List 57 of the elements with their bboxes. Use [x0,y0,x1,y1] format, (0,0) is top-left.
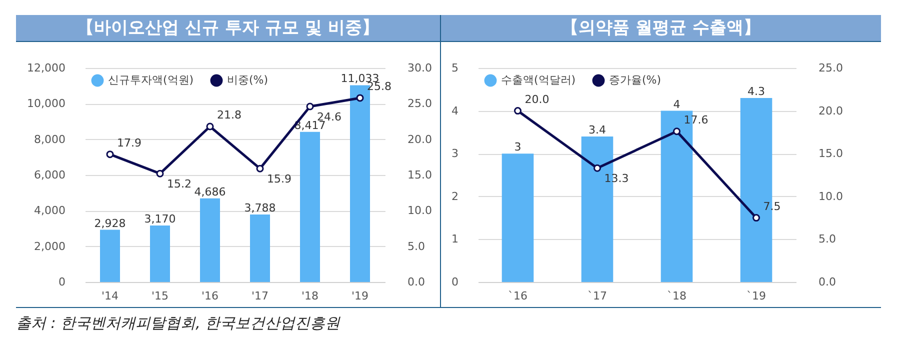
y-tick-label: 3 [452,147,458,160]
y2-tick-label: 30.0 [408,62,432,74]
data-label: 20.0 [524,92,550,106]
data-label: 15.9 [267,172,292,186]
x-tick-label: `16 [508,290,528,302]
y-tick-label: 10,000 [27,97,66,110]
y-tick-label: 8,000 [34,132,66,146]
x-tick-label: '16 [201,290,219,302]
legend-label: 증가율(%) [609,74,662,87]
x-tick-label: `18 [667,290,686,302]
data-label: 4,686 [194,185,226,198]
y-tick-label: 4 [452,104,458,118]
x-tick-label: '18 [301,290,319,302]
source-note: 출처 : 한국벤처캐피탈협회, 한국보건산업진흥원 [16,314,342,333]
y2-tick-label: 15.0 [818,147,843,160]
y2-tick-label: 0.0 [818,276,836,288]
data-label: 3 [514,140,522,154]
x-tick-label: '17 [251,290,269,302]
legend-label: 신규투자액(억원) [108,74,194,87]
y2-tick-label: 10.0 [408,204,432,218]
y-tick-label: 6,000 [34,168,66,182]
y2-tick-label: 20.0 [818,104,843,118]
data-label: 17.9 [117,136,142,150]
y2-tick-label: 25.0 [408,97,432,110]
x-tick-label: `19 [746,290,766,302]
y-tick-label: 4,000 [34,204,66,218]
y-tick-label: 1 [452,232,458,246]
data-label: 7.5 [763,200,781,213]
data-label: 15.2 [167,178,192,191]
data-label: 3.4 [588,123,606,136]
y-tick-label: 2,000 [34,240,66,253]
data-label: 21.8 [217,108,242,122]
x-tick-label: '14 [101,290,119,302]
data-label: 4.3 [748,84,765,98]
x-tick-label: '19 [351,290,369,302]
y-tick-label: 12,000 [27,62,66,74]
y2-tick-label: 25.0 [818,62,843,74]
data-label: 4 [673,98,680,111]
y2-tick-label: 5.0 [818,232,836,246]
x-tick-label: `17 [588,290,607,302]
y2-tick-label: 15.0 [408,168,432,182]
y2-tick-label: 20.0 [408,132,432,146]
y2-tick-label: 0.0 [408,276,425,288]
y-tick-label: 0 [452,276,458,288]
y2-tick-label: 10.0 [818,190,843,203]
y-tick-label: 0 [58,276,66,288]
legend-label: 수출액(억달러) [501,74,576,87]
y-tick-label: 5 [452,62,458,74]
data-label: 2,928 [94,216,126,230]
chart-title: 【바이오산업 신규 투자 규모 및 비중】 [16,15,440,42]
data-label: 3,170 [144,212,176,226]
data-label: 3,788 [244,201,276,214]
y-tick-label: 2 [452,190,458,203]
x-tick-label: '15 [151,290,169,302]
y2-tick-label: 5.0 [408,240,425,253]
legend-label: 비중(%) [227,74,268,87]
chart-title: 【의약품 월평균 수출액】 [441,15,881,42]
